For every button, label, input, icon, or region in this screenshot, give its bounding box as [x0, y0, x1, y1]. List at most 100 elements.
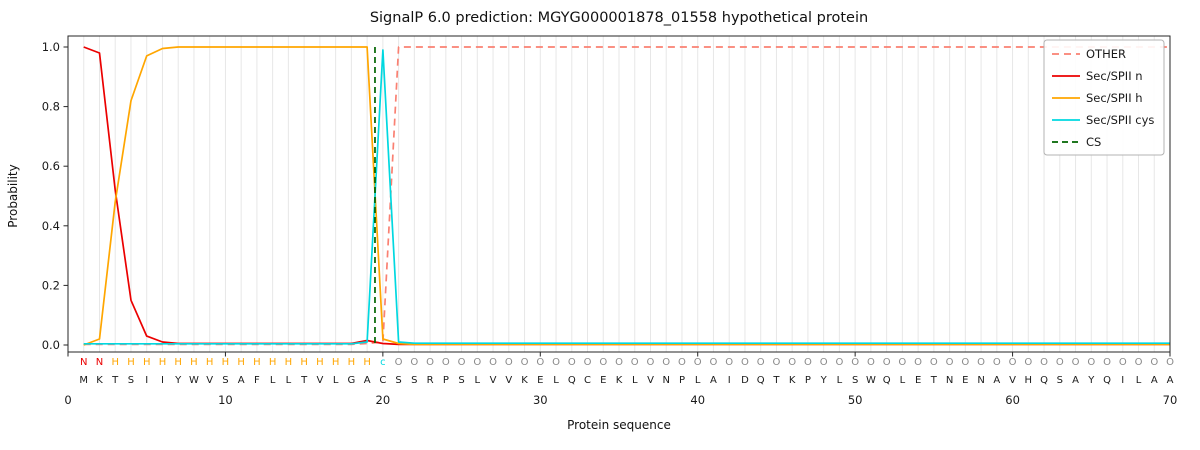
- annotation-letter: O: [615, 357, 623, 368]
- legend-box: [1043, 39, 1165, 156]
- annotation-letter: O: [835, 357, 843, 368]
- sequence-letter: A: [238, 375, 245, 386]
- annotation-letter: O: [961, 357, 969, 368]
- annotation-letter: O: [741, 357, 749, 368]
- sequence-letter: T: [111, 375, 119, 386]
- annotation-letter: O: [1135, 357, 1143, 368]
- annotation-letter: O: [1150, 357, 1158, 368]
- x-tick-label: 30: [533, 393, 548, 407]
- annotation-letter: H: [348, 357, 356, 368]
- sequence-letter: Y: [174, 375, 182, 386]
- sequence-letter: K: [521, 375, 528, 386]
- annotation-letter: H: [159, 357, 167, 368]
- sequence-letter: Q: [568, 375, 576, 386]
- annotation-letter: O: [473, 357, 481, 368]
- sequence-letter: L: [270, 375, 276, 386]
- annotation-letter: O: [898, 357, 906, 368]
- sequence-letter: L: [837, 375, 843, 386]
- annotation-letter: O: [505, 357, 513, 368]
- annotation-letter: O: [395, 357, 403, 368]
- legend-entry-sec-spii-h: Sec/SPII h: [1052, 91, 1143, 105]
- gridlines: [83, 36, 1155, 352]
- x-tick-label: 20: [376, 393, 391, 407]
- sequence-letter: L: [475, 375, 481, 386]
- sequence-letter: S: [458, 375, 464, 386]
- sequence-letter: Q: [1103, 375, 1111, 386]
- annotation-letter: H: [285, 357, 293, 368]
- sequence-letter: H: [1025, 375, 1033, 386]
- curve-other: [83, 46, 1170, 346]
- sequence-letter: L: [900, 375, 906, 386]
- annotation-letter: H: [253, 357, 261, 368]
- annotation-letter: O: [851, 357, 859, 368]
- x-tick-label: 10: [218, 393, 233, 407]
- annotation-letter: H: [174, 357, 182, 368]
- sequence-letter: L: [333, 375, 339, 386]
- x-tick-label: 0: [64, 393, 71, 407]
- annotation-letter: O: [867, 357, 875, 368]
- annotation-letter: H: [300, 357, 308, 368]
- annotation-letter: O: [804, 357, 812, 368]
- sequence-letter: T: [930, 375, 938, 386]
- x-tick-label: 60: [1005, 393, 1020, 407]
- annotation-letter: N: [80, 357, 87, 368]
- y-axis-label: Probability: [6, 164, 20, 227]
- sequence-letter: Q: [1040, 375, 1048, 386]
- sequence-letter: T: [300, 375, 308, 386]
- annotation-letter: O: [946, 357, 954, 368]
- annotation-letter: O: [1166, 357, 1174, 368]
- sequence-letter: E: [537, 375, 543, 386]
- sequence-letter: L: [1136, 375, 1142, 386]
- annotation-letter: O: [662, 357, 670, 368]
- sequence-letter: C: [584, 375, 591, 386]
- annotation-letter: H: [269, 357, 277, 368]
- sequence-letter: A: [993, 375, 1000, 386]
- legend-label-sec-spii-n: Sec/SPII n: [1086, 69, 1143, 83]
- sequence-letter: V: [647, 375, 654, 386]
- annotation-letter: O: [883, 357, 891, 368]
- annotation-letter: H: [111, 357, 119, 368]
- sequence-letter: Y: [1087, 375, 1095, 386]
- sequence-letter: I: [728, 375, 731, 386]
- legend-entry-other: OTHER: [1052, 47, 1126, 61]
- sequence-letter: E: [962, 375, 968, 386]
- sequence-letter: C: [379, 375, 386, 386]
- annotation-letter: O: [458, 357, 466, 368]
- y-tick-label: 0.0: [42, 338, 60, 352]
- sequence-letter: S: [852, 375, 858, 386]
- annotation-letter: O: [725, 357, 733, 368]
- x-tick-label: 70: [1163, 393, 1178, 407]
- annotation-letter: O: [1040, 357, 1048, 368]
- annotation-letter: O: [1024, 357, 1032, 368]
- annotation-letter: H: [206, 357, 214, 368]
- sequence-letter: W: [189, 375, 199, 386]
- sequence-letter: N: [662, 375, 669, 386]
- annotation-letter: O: [694, 357, 702, 368]
- annotation-letter: H: [143, 357, 151, 368]
- annotation-letter: H: [237, 357, 245, 368]
- annotation-letter: O: [568, 357, 576, 368]
- annotation-letter: O: [521, 357, 529, 368]
- legend: OTHER Sec/SPII n Sec/SPII h Sec/SPII cys…: [1043, 39, 1165, 156]
- sequence-letter: A: [1167, 375, 1174, 386]
- curve-sec-spii-n: [83, 46, 1170, 346]
- annotation-letter: O: [599, 357, 607, 368]
- annotation-letter: O: [426, 357, 434, 368]
- annotation-letter: O: [647, 357, 655, 368]
- annotation-letter: O: [1119, 357, 1127, 368]
- y-tick-label: 1.0: [42, 40, 60, 54]
- legend-entry-sec-spii-n: Sec/SPII n: [1052, 69, 1143, 83]
- legend-label-sec-spii-h: Sec/SPII h: [1086, 91, 1143, 105]
- annotation-letter: H: [222, 357, 230, 368]
- annotation-letter: O: [1056, 357, 1064, 368]
- annotation-letter: O: [1072, 357, 1080, 368]
- annotation-letter: O: [442, 357, 450, 368]
- annotation-letter: O: [993, 357, 1001, 368]
- annotation-letter: O: [1103, 357, 1111, 368]
- sequence-letter: K: [616, 375, 623, 386]
- sequence-letter: S: [395, 375, 401, 386]
- sequence-letter: L: [553, 375, 559, 386]
- sequence-letter: V: [316, 375, 323, 386]
- sequence-letter: Q: [883, 375, 891, 386]
